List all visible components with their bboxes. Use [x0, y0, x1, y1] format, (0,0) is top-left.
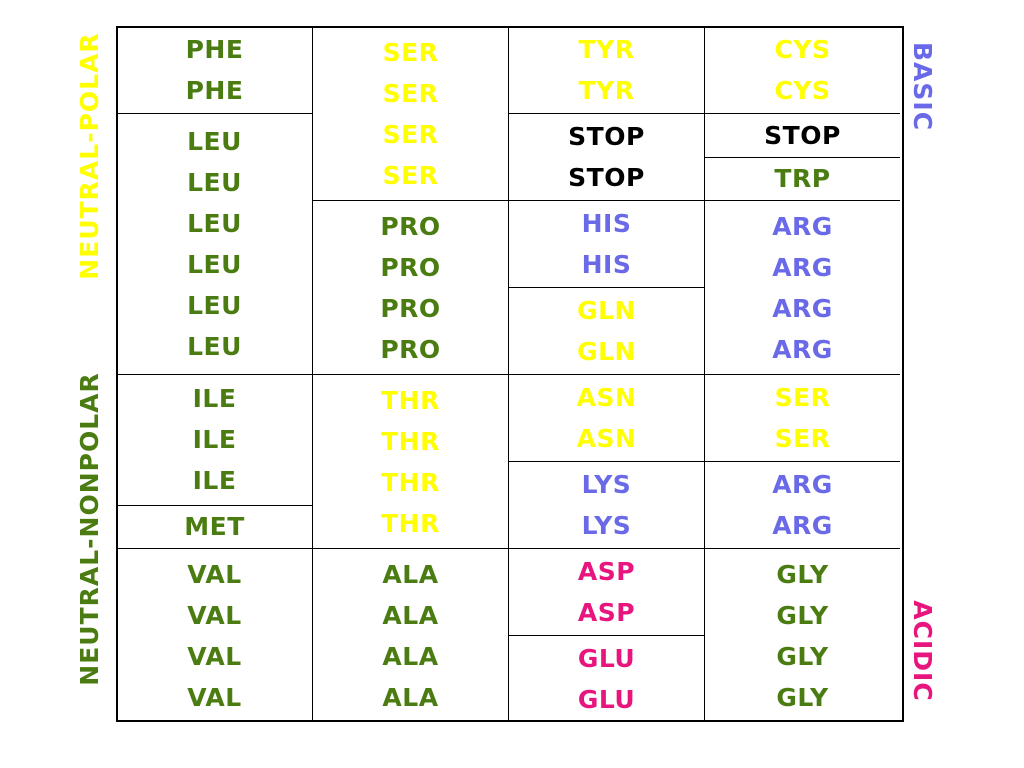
amino-acid-label: THR: [381, 385, 440, 415]
amino-acid-label: MET: [184, 512, 245, 542]
amino-acid-label: ALA: [382, 559, 439, 589]
amino-acid-label: ASP: [577, 557, 636, 586]
codon-cell: ARG ARG ARG ARG: [704, 200, 900, 374]
acidic-label: ACIDIC: [908, 600, 937, 702]
codon-cell: ILE ILE ILE: [116, 374, 312, 505]
amino-acid-label: ILE: [192, 466, 237, 496]
amino-acid-label: STOP: [568, 163, 645, 192]
amino-acid-label: PRO: [380, 211, 441, 241]
codon-cell: ASP ASP: [508, 548, 704, 635]
amino-acid-label: STOP: [764, 120, 841, 150]
amino-acid-label: ARG: [772, 211, 833, 241]
amino-acid-label: VAL: [187, 682, 242, 712]
codon-cell: TYR TYR: [508, 26, 704, 113]
amino-acid-label: ARG: [772, 252, 833, 282]
amino-acid-label: THR: [381, 426, 440, 456]
amino-acid-label: SER: [382, 37, 439, 67]
amino-acid-label: SER: [382, 160, 439, 190]
amino-acid-label: HIS: [581, 250, 632, 279]
codon-cell: SER SER: [704, 374, 900, 461]
amino-acid-label: TYR: [578, 76, 635, 105]
codon-cell: PRO PRO PRO PRO: [312, 200, 508, 374]
codon-cell: GLU GLU: [508, 635, 704, 722]
amino-acid-label: LEU: [187, 209, 242, 238]
codon-cell: VAL VAL VAL VAL: [116, 548, 312, 722]
amino-acid-label: ILE: [192, 425, 237, 455]
amino-acid-label: THR: [381, 467, 440, 497]
amino-acid-label: SER: [774, 424, 831, 453]
codon-cell: SER SER SER SER: [312, 26, 508, 200]
codon-cell: LYS LYS: [508, 461, 704, 548]
amino-acid-label: PRO: [380, 293, 441, 323]
amino-acid-label: VAL: [187, 600, 242, 630]
amino-acid-label: SER: [382, 78, 439, 108]
codon-cell: MET: [116, 504, 312, 548]
amino-acid-label: THR: [381, 508, 440, 538]
amino-acid-label: GLN: [577, 296, 636, 325]
amino-acid-label: VAL: [187, 641, 242, 671]
amino-acid-label: GLY: [776, 559, 829, 589]
codon-cell: THR THR THR THR: [312, 374, 508, 548]
amino-acid-label: VAL: [187, 559, 242, 589]
amino-acid-label: SER: [382, 119, 439, 149]
amino-acid-label: ARG: [772, 470, 833, 499]
codon-cell: ALA ALA ALA ALA: [312, 548, 508, 722]
codon-cell: ARG ARG: [704, 461, 900, 548]
amino-acid-label: SER: [774, 383, 831, 412]
codon-cell: HIS HIS: [508, 200, 704, 287]
codon-table: PHE PHE LEU LEU LEU LEU LEU LEU ILE ILE ILE MET VAL V…: [116, 26, 904, 722]
amino-acid-label: GLY: [776, 600, 829, 630]
codon-cell: ASN ASN: [508, 374, 704, 461]
amino-acid-label: CYS: [774, 35, 831, 64]
amino-acid-label: GLY: [776, 641, 829, 671]
amino-acid-label: LYS: [581, 511, 632, 540]
basic-label: BASIC: [908, 42, 937, 132]
codon-cell: LEU LEU LEU LEU LEU LEU: [116, 113, 312, 374]
codon-cell: PHE PHE: [116, 26, 312, 113]
amino-acid-label: GLN: [577, 337, 636, 366]
codon-cell: CYS CYS: [704, 26, 900, 113]
amino-acid-label: GLU: [577, 685, 636, 714]
amino-acid-label: LEU: [187, 168, 242, 197]
codon-cell: GLN GLN: [508, 287, 704, 374]
amino-acid-label: LEU: [187, 332, 242, 361]
amino-acid-label: CYS: [774, 76, 831, 105]
amino-acid-label: ALA: [382, 682, 439, 712]
amino-acid-label: LEU: [187, 127, 242, 156]
amino-acid-label: GLY: [776, 682, 829, 712]
amino-acid-label: ASP: [577, 598, 636, 627]
amino-acid-label: GLU: [577, 644, 636, 673]
amino-acid-label: ARG: [772, 511, 833, 540]
amino-acid-label: LYS: [581, 470, 632, 499]
codon-cell: STOP STOP: [508, 113, 704, 200]
neutral-nonpolar-label: NEUTRAL-NONPOLAR: [75, 372, 104, 686]
amino-acid-label: ALA: [382, 641, 439, 671]
amino-acid-label: PRO: [380, 252, 441, 282]
amino-acid-label: PHE: [185, 76, 244, 105]
amino-acid-label: ARG: [772, 334, 833, 364]
neutral-polar-label: NEUTRAL-POLAR: [75, 32, 104, 280]
amino-acid-label: ALA: [382, 600, 439, 630]
amino-acid-label: PRO: [380, 334, 441, 364]
codon-cell: GLY GLY GLY GLY: [704, 548, 900, 722]
amino-acid-label: ARG: [772, 293, 833, 323]
amino-acid-label: TRP: [774, 164, 831, 194]
amino-acid-label: ILE: [192, 384, 237, 414]
codon-cell: STOP: [704, 113, 900, 157]
amino-acid-label: TYR: [578, 35, 635, 64]
amino-acid-label: ASN: [576, 383, 637, 412]
codon-cell: TRP: [704, 156, 900, 200]
amino-acid-label: PHE: [185, 35, 244, 64]
amino-acid-label: LEU: [187, 291, 242, 320]
amino-acid-label: STOP: [568, 122, 645, 151]
amino-acid-label: HIS: [581, 209, 632, 238]
amino-acid-label: ASN: [576, 424, 637, 453]
amino-acid-label: LEU: [187, 250, 242, 279]
